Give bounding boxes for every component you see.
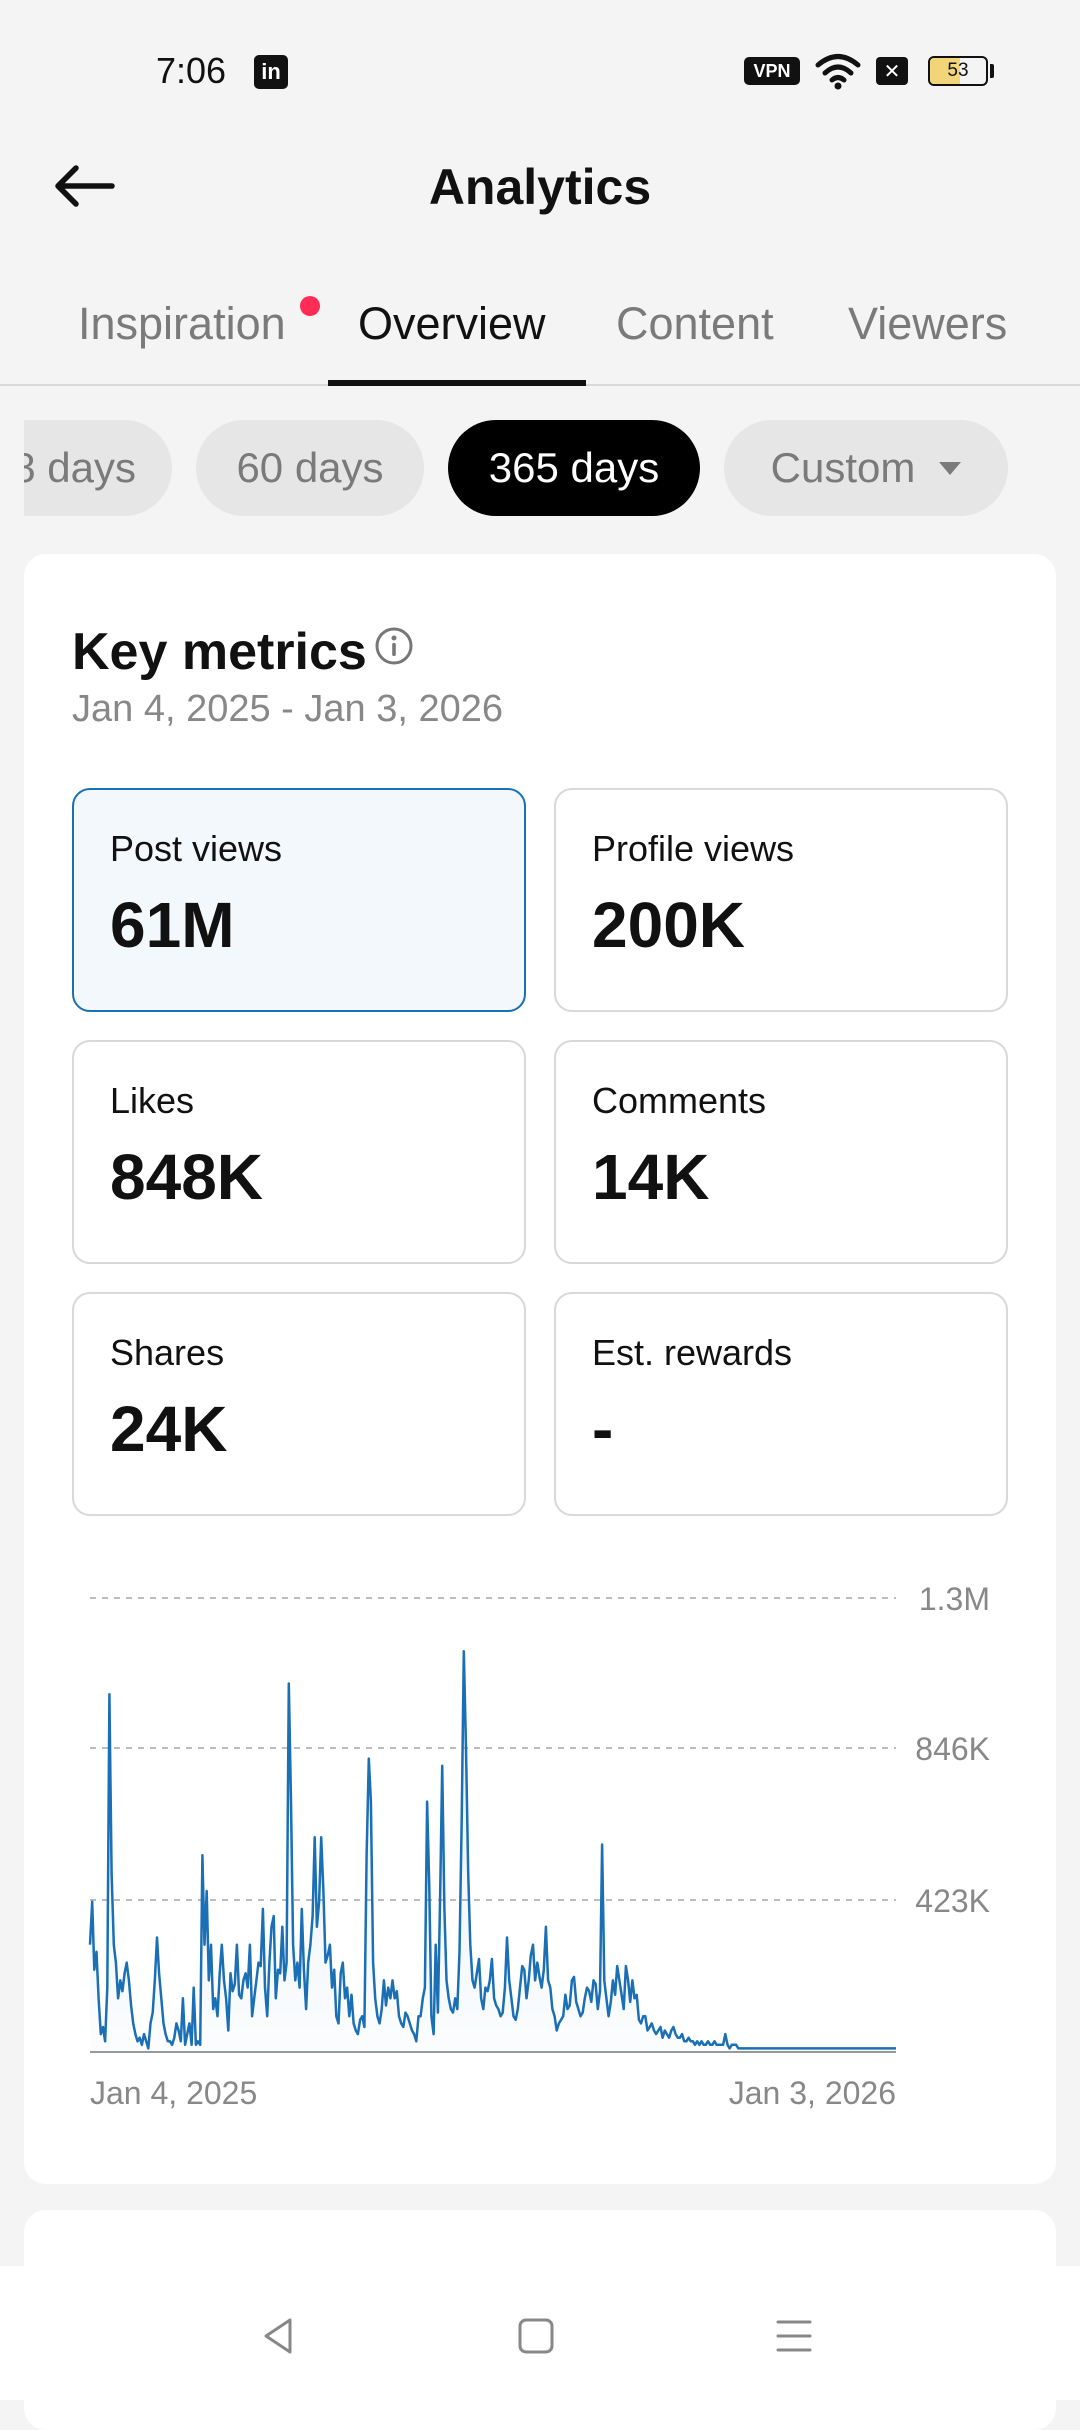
metric-shares[interactable]: Shares 24K [72, 1292, 526, 1516]
battery-tip [990, 64, 994, 78]
filter-28-days[interactable]: 28 days [24, 420, 172, 516]
date-range-filters: 28 days 60 days 365 days Custom [24, 420, 1080, 520]
caret-down-icon [939, 461, 962, 475]
metric-value: 848K [110, 1141, 263, 1213]
active-tab-indicator [328, 380, 586, 386]
post-views-chart[interactable]: 1.3M 846K 423K Jan 4, 2025 Jan 3, 2026 [24, 554, 1056, 2184]
arrow-left-icon [55, 165, 115, 207]
key-metrics-title: Key metrics [72, 623, 367, 681]
tab-overview[interactable]: Overview [358, 298, 546, 349]
battery-icon: 53 [928, 56, 988, 86]
notification-dot [300, 296, 320, 316]
metric-label: Likes [110, 1080, 195, 1121]
wifi-icon [815, 54, 861, 90]
filter-365-days[interactable]: 365 days [448, 420, 700, 516]
tab-content[interactable]: Content [616, 298, 774, 349]
metric-value: - [592, 1393, 614, 1465]
nav-home-button[interactable] [496, 2296, 576, 2376]
metric-label: Est. rewards [592, 1332, 793, 1373]
metric-post-views[interactable]: Post views 61M [72, 788, 526, 1012]
series-post-views-line [88, 1650, 896, 2050]
tab-inspiration[interactable]: Inspiration [78, 298, 286, 349]
metric-value: 24K [110, 1393, 228, 1465]
status-bar: 7:06 in VPN ✕ 53 [0, 0, 1080, 140]
tab-bar: Inspiration Overview Content Viewers [0, 280, 1080, 386]
page-title: Analytics [428, 159, 652, 215]
filter-custom-label: Custom [770, 444, 916, 491]
y-tick-846k: 846K [915, 1731, 990, 1767]
metric-value: 200K [592, 889, 745, 961]
metric-label: Post views [110, 828, 283, 869]
metric-comments[interactable]: Comments 14K [554, 1040, 1008, 1264]
x-label-end: Jan 3, 2026 [729, 2075, 896, 2111]
series-area [90, 1651, 896, 2052]
status-time: 7:06 [156, 50, 227, 91]
y-tick-423k: 423K [915, 1883, 990, 1919]
tab-viewers[interactable]: Viewers [848, 298, 1008, 349]
menu-lines-icon [776, 2320, 812, 2352]
square-home-icon [518, 2318, 554, 2354]
back-button[interactable] [48, 150, 120, 222]
metric-profile-views[interactable]: Profile views 200K [554, 788, 1008, 1012]
vpn-icon: VPN [744, 57, 800, 85]
battery-level: 53 [947, 60, 969, 81]
triangle-back-icon [264, 2318, 292, 2354]
nav-back-button[interactable] [238, 2296, 318, 2376]
filter-60-days[interactable]: 60 days [196, 420, 424, 516]
y-tick-1-3m: 1.3M [919, 1581, 990, 1617]
nav-menu-button[interactable] [754, 2296, 834, 2376]
x-label-start: Jan 4, 2025 [90, 2075, 257, 2111]
metric-value: 61M [110, 889, 235, 961]
metric-likes[interactable]: Likes 848K [72, 1040, 526, 1264]
key-metrics-card: Key metrics Jan 4, 2025 - Jan 3, 2026 Po… [24, 554, 1056, 2184]
metric-est-rewards[interactable]: Est. rewards - [554, 1292, 1008, 1516]
metric-value: 14K [592, 1141, 710, 1213]
linkedin-icon: in [254, 55, 288, 89]
info-icon[interactable] [374, 626, 414, 666]
system-nav-bar [0, 2266, 1080, 2400]
metric-label: Comments [592, 1080, 767, 1121]
metric-label: Profile views [592, 828, 795, 869]
metric-label: Shares [110, 1332, 225, 1373]
filter-custom[interactable]: Custom [724, 420, 1008, 516]
close-notification-icon: ✕ [876, 57, 908, 85]
date-range: Jan 4, 2025 - Jan 3, 2026 [72, 688, 503, 730]
